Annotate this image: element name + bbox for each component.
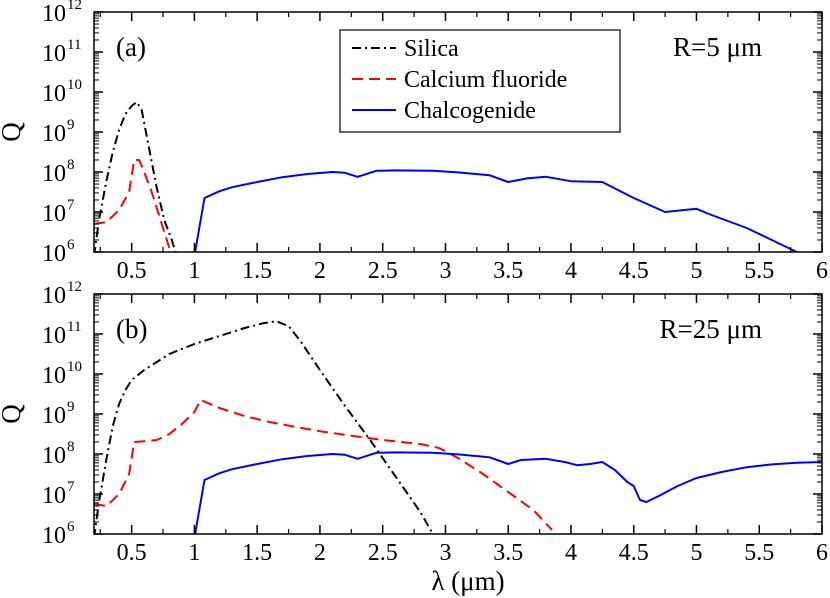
legend-entry: Silica <box>404 36 459 62</box>
x-tick-label: 5.5 <box>744 540 774 566</box>
x-axis-label: λ (μm) <box>431 566 504 596</box>
y-tick-label: 10 <box>42 41 66 67</box>
y-tick-exponent: 11 <box>67 319 81 335</box>
x-tick-label: 3.5 <box>493 258 523 284</box>
x-tick-label: 1.5 <box>242 540 272 566</box>
x-tick-label: 1 <box>188 258 200 284</box>
y-tick-exponent: 7 <box>67 479 75 495</box>
series-line-calcium-fluoride <box>94 399 553 531</box>
x-tick-label: 1.5 <box>242 258 272 284</box>
y-tick-exponent: 9 <box>67 399 75 415</box>
x-tick-label: 2.5 <box>368 258 398 284</box>
y-tick-exponent: 12 <box>67 0 82 13</box>
x-tick-label: 4.5 <box>619 540 649 566</box>
y-tick-label: 10 <box>42 1 66 27</box>
x-tick-label: 0.5 <box>117 540 147 566</box>
series-line-chalcogenide <box>194 451 822 534</box>
y-tick-label: 10 <box>42 323 66 349</box>
x-tick-label: 2 <box>314 540 326 566</box>
legend-entry: Chalcogenide <box>404 98 536 124</box>
y-axis-label: Q <box>0 122 26 142</box>
y-tick-label: 10 <box>42 483 66 509</box>
x-tick-label: 2 <box>314 258 326 284</box>
y-tick-label: 10 <box>42 283 66 309</box>
x-tick-label: 0.5 <box>117 258 147 284</box>
y-tick-exponent: 12 <box>67 279 82 295</box>
y-tick-label: 10 <box>42 403 66 429</box>
x-tick-label: 3 <box>439 258 451 284</box>
x-tick-label: 4 <box>565 540 577 566</box>
y-tick-exponent: 6 <box>67 237 75 253</box>
y-tick-exponent: 10 <box>67 77 82 93</box>
y-tick-label: 10 <box>42 201 66 227</box>
y-tick-label: 10 <box>42 523 66 549</box>
panel-label: (a) <box>116 32 146 62</box>
x-tick-label: 5 <box>690 258 702 284</box>
y-tick-exponent: 6 <box>67 519 75 535</box>
legend-box <box>339 29 621 133</box>
panel-annotation: R=5 μm <box>673 32 762 62</box>
y-axis-label: Q <box>0 404 26 424</box>
plot-area <box>94 101 798 252</box>
series-line-calcium-fluoride <box>94 159 171 249</box>
legend: Silica Calcium fluoride Chalcogenide <box>339 29 621 133</box>
y-tick-label: 10 <box>42 363 66 389</box>
y-tick-label: 10 <box>42 241 66 267</box>
y-tick-exponent: 7 <box>67 197 75 213</box>
x-tick-label: 6 <box>816 258 828 284</box>
x-tick-label: 1 <box>188 540 200 566</box>
panel-label: (b) <box>116 314 147 344</box>
series-line-chalcogenide <box>194 169 798 252</box>
series-line-silica <box>94 320 434 534</box>
x-tick-label: 4.5 <box>619 258 649 284</box>
y-tick-label: 10 <box>42 443 66 469</box>
x-tick-label: 5 <box>690 540 702 566</box>
panel-annotation: R=25 μm <box>660 314 762 344</box>
y-tick-label: 10 <box>42 121 66 147</box>
legend-entry: Calcium fluoride <box>404 67 567 93</box>
series-line-silica <box>94 101 177 252</box>
x-tick-label: 6 <box>816 540 828 566</box>
y-tick-exponent: 10 <box>67 359 82 375</box>
x-tick-label: 3.5 <box>493 540 523 566</box>
y-tick-exponent: 8 <box>67 439 75 455</box>
x-tick-label: 3 <box>439 540 451 566</box>
y-tick-exponent: 8 <box>67 157 75 173</box>
plot-area <box>94 320 822 534</box>
y-tick-label: 10 <box>42 161 66 187</box>
x-tick-label: 5.5 <box>744 258 774 284</box>
y-tick-exponent: 11 <box>67 37 81 53</box>
x-tick-label: 2.5 <box>368 540 398 566</box>
y-tick-label: 10 <box>42 81 66 107</box>
x-tick-label: 4 <box>565 258 577 284</box>
y-tick-exponent: 9 <box>67 117 75 133</box>
